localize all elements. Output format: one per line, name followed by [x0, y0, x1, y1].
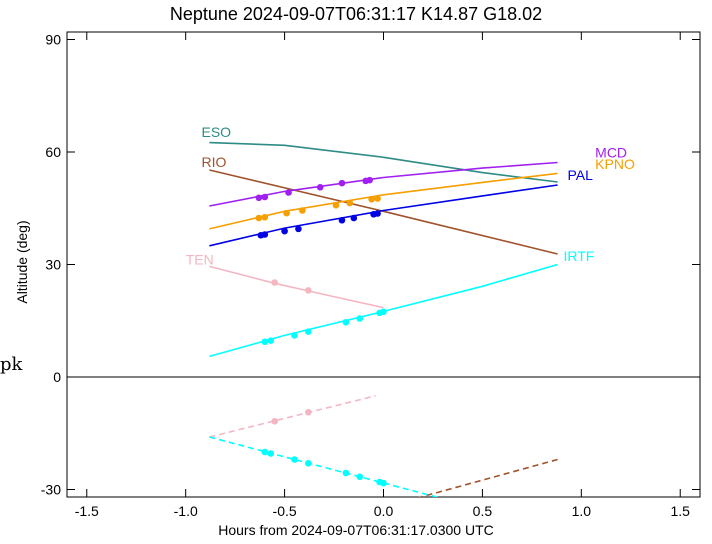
data-point-kpno: [374, 195, 381, 202]
data-point-irtf: [291, 332, 298, 339]
series-label-eso: ESO: [202, 124, 232, 140]
data-point-irtf: [291, 456, 298, 463]
data-point-irtf: [305, 459, 312, 467]
data-point-ten: [271, 279, 279, 286]
edge-text: pk: [0, 354, 23, 375]
series-label-kpno: KPNO: [595, 156, 635, 172]
y-tick-label: -30: [41, 482, 61, 498]
data-point-ten: [305, 287, 312, 294]
series-label-pal: PAL: [567, 167, 593, 183]
series-line-ten: [209, 265, 384, 309]
x-tick-label: 1.0: [572, 503, 592, 519]
series-label-irtf: IRTF: [564, 248, 595, 264]
data-point-kpno: [368, 195, 375, 203]
data-point-pal: [374, 210, 381, 217]
series-label-mcd: MCD: [595, 145, 627, 161]
y-tick-label: 60: [45, 144, 61, 160]
data-point-mcd: [338, 179, 346, 187]
data-point-irtf: [267, 450, 275, 457]
series-dashed-line-rio: [418, 458, 558, 497]
data-point-pal: [261, 231, 269, 238]
data-point-irtf: [342, 469, 350, 477]
data-point-kpno: [299, 207, 306, 214]
data-point-mcd: [366, 176, 373, 184]
data-point-pal: [281, 227, 288, 235]
data-point-irtf: [342, 318, 350, 326]
y-axis-label: Altitude (deg): [14, 220, 30, 304]
series-line-rio: [209, 169, 558, 255]
x-tick-label: 0.5: [473, 503, 493, 519]
data-point-ten: [305, 408, 312, 416]
data-point-pal: [338, 216, 346, 224]
data-point-mcd: [261, 193, 269, 201]
x-tick-label: -1.0: [174, 503, 198, 519]
series-label-rio: RIO: [202, 154, 227, 170]
data-point-irtf: [305, 328, 312, 335]
chart-title: Neptune 2024-09-07T06:31:17 K14.87 G18.0…: [169, 4, 543, 24]
data-point-kpno: [283, 209, 290, 217]
data-point-mcd: [255, 194, 263, 202]
y-tick-label: 0: [53, 369, 61, 385]
y-tick-label: 30: [45, 257, 61, 273]
data-point-irtf: [380, 308, 387, 316]
data-point-kpno: [261, 213, 269, 221]
data-point-irtf: [356, 315, 364, 322]
x-axis-label: Hours from 2024-09-07T06:31:17.0300 UTC: [218, 522, 494, 538]
series-dashed-line-ten: [209, 395, 376, 438]
data-point-irtf: [261, 338, 269, 346]
y-tick-label: 90: [45, 32, 61, 48]
data-point-kpno: [255, 214, 263, 222]
x-tick-label: -0.5: [273, 503, 297, 519]
data-point-mcd: [285, 189, 292, 196]
series-group: [209, 141, 558, 497]
plot-frame: [66, 31, 701, 498]
x-tick-label: -1.5: [75, 503, 99, 519]
series-label-ten: TEN: [186, 252, 214, 268]
data-point-pal: [295, 225, 302, 233]
data-point-pal: [350, 214, 358, 222]
data-point-irtf: [267, 337, 275, 344]
data-point-ten: [271, 417, 279, 425]
data-point-irtf: [261, 448, 269, 456]
series-line-eso: [209, 141, 558, 183]
data-point-mcd: [316, 183, 324, 191]
data-point-irtf: [356, 473, 364, 481]
data-point-irtf: [380, 479, 387, 487]
data-point-kpno: [346, 199, 354, 207]
series-dashed-line-irtf: [209, 436, 440, 497]
x-tick-label: 1.5: [670, 503, 690, 519]
x-tick-label: 0.0: [374, 503, 394, 519]
data-point-kpno: [332, 201, 340, 209]
